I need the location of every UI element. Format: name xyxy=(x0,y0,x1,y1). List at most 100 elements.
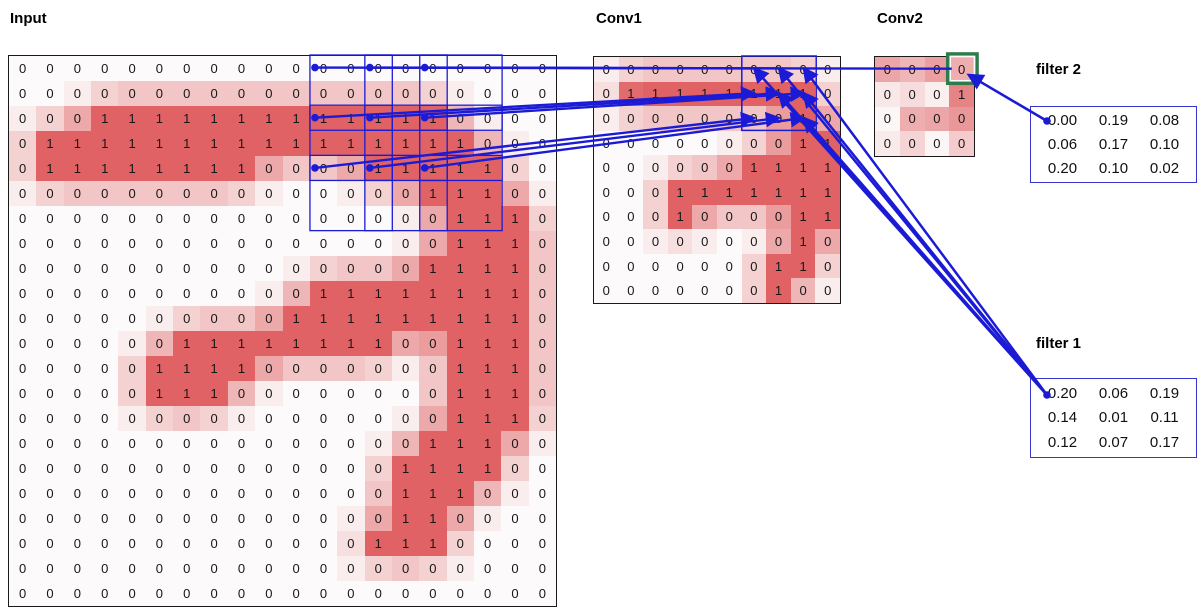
grid-cell: 0 xyxy=(667,229,693,254)
grid-cell: 0 xyxy=(282,81,310,106)
grid-cell: 1 xyxy=(618,81,644,107)
grid-cell: 1 xyxy=(473,456,502,481)
grid-cell: 1 xyxy=(473,156,502,181)
grid-cell: 0 xyxy=(36,531,64,556)
grid-cell: 0 xyxy=(618,57,644,82)
grid-cell: 0 xyxy=(36,56,64,81)
grid-cell: 1 xyxy=(419,431,447,456)
grid-cell: 1 xyxy=(741,155,767,180)
grid-cell: 0 xyxy=(667,106,693,131)
grid-cell: 0 xyxy=(528,531,556,556)
grid-cell: 0 xyxy=(91,206,119,231)
grid-cell: 1 xyxy=(145,106,174,131)
grid-cell: 0 xyxy=(501,106,529,131)
grid-cell: 1 xyxy=(446,431,474,456)
grid-cell: 1 xyxy=(282,106,310,131)
grid-cell: 0 xyxy=(337,506,365,531)
filter-value: 0.17 xyxy=(1098,135,1129,153)
grid-cell: 0 xyxy=(594,204,619,230)
grid-cell: 0 xyxy=(643,278,668,303)
grid-cell: 1 xyxy=(790,130,816,156)
grid-cell: 0 xyxy=(667,253,693,279)
grid-cell: 1 xyxy=(473,306,502,331)
grid-cell: 0 xyxy=(309,456,338,481)
grid-cell: 0 xyxy=(528,556,556,581)
grid-cell: 0 xyxy=(667,278,693,303)
grid-cell: 0 xyxy=(528,581,556,606)
grid-cell: 0 xyxy=(899,131,925,156)
grid-cell: 0 xyxy=(173,506,201,531)
grid-cell: 0 xyxy=(63,556,92,581)
grid-cell: 0 xyxy=(118,581,146,606)
grid-cell: 0 xyxy=(667,155,693,180)
grid-cell: 0 xyxy=(9,206,37,231)
grid-cell: 0 xyxy=(364,481,392,506)
grid-cell: 0 xyxy=(309,81,338,106)
grid-cell: 1 xyxy=(337,131,365,156)
grid-cell: 0 xyxy=(63,356,92,381)
filter1-label: filter 1 xyxy=(1036,335,1082,352)
grid-cell: 0 xyxy=(528,156,556,181)
grid-cell: 0 xyxy=(9,106,37,131)
grid-cell: 0 xyxy=(528,206,556,231)
grid-cell: 0 xyxy=(145,81,174,106)
grid-cell: 1 xyxy=(473,181,502,206)
grid-cell: 0 xyxy=(528,331,556,356)
grid-cell: 1 xyxy=(337,281,365,306)
grid-cell: 1 xyxy=(255,131,283,156)
grid-cell: 1 xyxy=(949,81,974,107)
grid-cell: 0 xyxy=(528,481,556,506)
grid-cell: 0 xyxy=(255,381,283,406)
grid-cell: 1 xyxy=(667,81,693,107)
grid-cell: 0 xyxy=(364,456,392,481)
grid-cell: 0 xyxy=(309,206,338,231)
grid-cell: 0 xyxy=(9,306,37,331)
grid-cell: 1 xyxy=(419,506,447,531)
grid-cell: 1 xyxy=(173,131,201,156)
grid-cell: 0 xyxy=(337,381,365,406)
grid-cell: 1 xyxy=(118,131,146,156)
grid-cell: 0 xyxy=(63,431,92,456)
grid-cell: 0 xyxy=(766,204,791,230)
grid-cell: 0 xyxy=(63,256,92,281)
grid-cell: 0 xyxy=(528,256,556,281)
grid-cell: 0 xyxy=(643,155,668,180)
grid-cell: 0 xyxy=(118,56,146,81)
grid-cell: 0 xyxy=(9,506,37,531)
grid-cell: 0 xyxy=(36,256,64,281)
grid-cell: 1 xyxy=(501,331,529,356)
grid-cell: 0 xyxy=(145,56,174,81)
grid-cell: 1 xyxy=(419,256,447,281)
grid-cell: 0 xyxy=(200,56,228,81)
grid-cell: 1 xyxy=(173,156,201,181)
grid-cell: 0 xyxy=(419,381,447,406)
grid-cell: 0 xyxy=(173,531,201,556)
grid-cell: 0 xyxy=(36,581,64,606)
grid-cell: 0 xyxy=(815,57,840,82)
grid-cell: 0 xyxy=(145,306,174,331)
grid-cell: 1 xyxy=(200,331,228,356)
grid-cell: 0 xyxy=(391,256,420,281)
grid-cell: 0 xyxy=(200,406,228,431)
grid-cell: 0 xyxy=(364,206,392,231)
grid-cell: 0 xyxy=(9,56,37,81)
grid-cell: 0 xyxy=(145,431,174,456)
grid-cell: 0 xyxy=(717,204,742,230)
grid-cell: 1 xyxy=(145,156,174,181)
grid-cell: 0 xyxy=(63,56,92,81)
grid-cell: 0 xyxy=(815,229,840,254)
grid-cell: 0 xyxy=(173,481,201,506)
grid-cell: 0 xyxy=(618,155,644,180)
grid-cell: 0 xyxy=(255,156,283,181)
grid-cell: 0 xyxy=(815,81,840,107)
grid-cell: 1 xyxy=(173,106,201,131)
grid-cell: 0 xyxy=(282,431,310,456)
grid-cell: 0 xyxy=(501,81,529,106)
grid-cell: 1 xyxy=(364,106,392,131)
grid-cell: 1 xyxy=(501,306,529,331)
grid-cell: 0 xyxy=(200,431,228,456)
grid-cell: 0 xyxy=(692,155,717,180)
grid-cell: 0 xyxy=(364,81,392,106)
grid-cell: 1 xyxy=(364,306,392,331)
